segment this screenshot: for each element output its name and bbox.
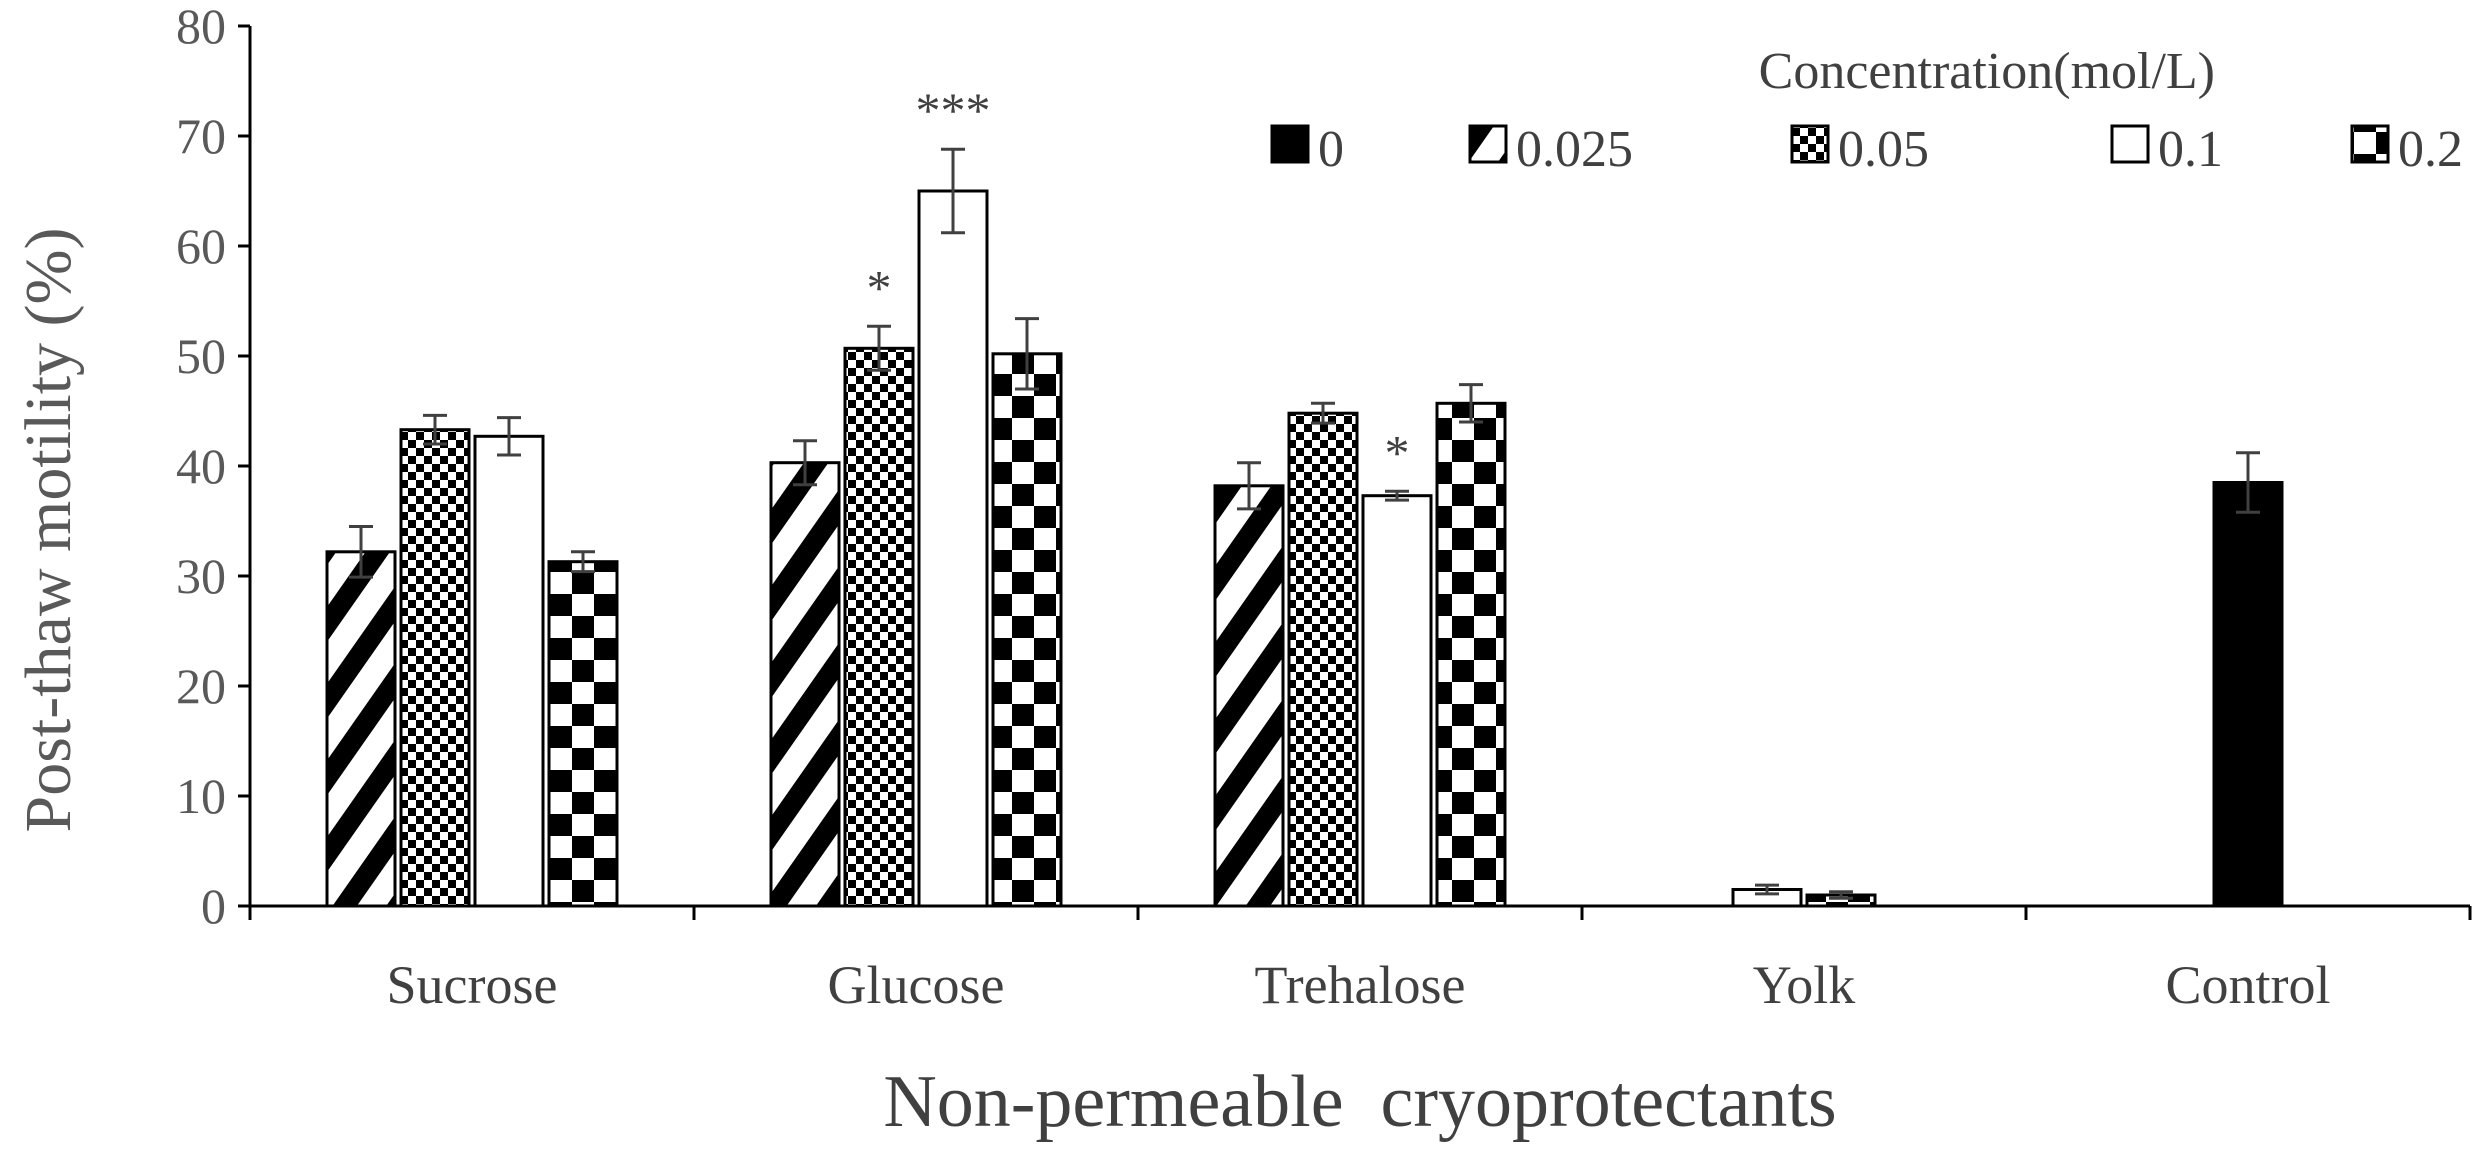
bar <box>991 352 1063 908</box>
bar <box>917 189 989 908</box>
axes: 0 10 20 30 40 50 60 70 80 Sucrose Glucose Trehalose… <box>176 0 2472 1015</box>
bar <box>473 434 545 908</box>
bar <box>325 550 397 908</box>
legend-swatch <box>2350 124 2390 164</box>
x-category-label: Trehalose <box>1255 955 1466 1015</box>
legend-label: 0.05 <box>1838 121 1929 178</box>
legend-swatch <box>1270 124 1310 164</box>
legend-label: 0.2 <box>2398 121 2463 178</box>
y-tick-label: 80 <box>176 0 226 54</box>
y-tick-label: 20 <box>176 658 226 714</box>
label-group: ***** <box>867 82 1410 480</box>
bar-group <box>325 189 2284 908</box>
significance-label: * <box>867 259 892 315</box>
legend-label: 0.025 <box>1516 121 1633 178</box>
x-category-label: Yolk <box>1753 955 1856 1015</box>
legend-swatch <box>1790 124 1830 164</box>
error-bar-group <box>349 147 2260 900</box>
y-tick-label: 0 <box>201 878 226 934</box>
significance-label: *** <box>916 82 991 138</box>
bar <box>1287 411 1359 908</box>
legend-swatch <box>2110 124 2150 164</box>
bar <box>2212 481 2284 908</box>
y-tick-label: 10 <box>176 768 226 824</box>
legend-swatch <box>1468 124 1508 164</box>
bar <box>399 428 471 908</box>
bar <box>547 560 619 908</box>
y-tick-label: 40 <box>176 438 226 494</box>
bar <box>1361 494 1433 908</box>
y-tick-label: 70 <box>176 108 226 164</box>
x-category-label: Glucose <box>828 955 1005 1015</box>
legend-label: 0 <box>1318 121 1344 178</box>
legend: 0 0.025 0.05 0.1 0.2 <box>1270 121 2463 178</box>
x-category-label: Control <box>2165 955 2330 1015</box>
y-tick-label: 50 <box>176 328 226 384</box>
significance-label: * <box>1385 424 1410 480</box>
y-tick-label: 30 <box>176 548 226 604</box>
bar <box>1435 401 1507 908</box>
y-tick-label: 60 <box>176 218 226 274</box>
x-category-label: Sucrose <box>387 955 558 1015</box>
bar <box>1213 484 1285 908</box>
bar <box>843 346 915 908</box>
y-axis-title: Post-thaw motility (%) <box>12 228 85 833</box>
x-axis-title: Non-permeable cryoprotectants <box>883 1061 1836 1143</box>
legend-title: Concentration(mol/L) <box>1759 43 2215 100</box>
legend-label: 0.1 <box>2158 121 2223 178</box>
bar <box>769 461 841 908</box>
